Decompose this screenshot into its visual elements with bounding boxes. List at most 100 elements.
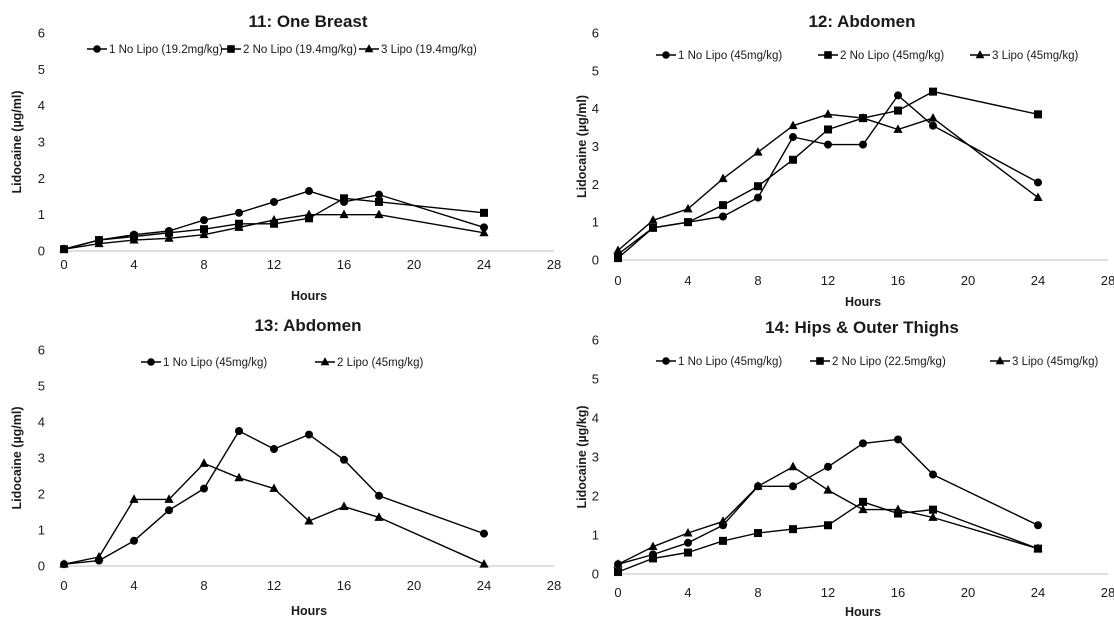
x-tick-label: 20 <box>407 578 421 593</box>
y-tick-label: 4 <box>592 101 599 116</box>
data-point <box>649 223 657 232</box>
data-point <box>894 509 902 518</box>
data-point <box>1034 110 1042 119</box>
data-point <box>234 472 244 482</box>
data-point <box>130 536 138 545</box>
data-point <box>684 538 692 547</box>
x-axis-label: Hours <box>291 604 327 618</box>
data-point <box>129 235 139 244</box>
data-point <box>270 219 278 228</box>
data-point <box>375 491 383 500</box>
data-point <box>305 187 313 196</box>
data-point <box>754 193 762 202</box>
legend-item-3: 3 Lipo (45mg/kg) <box>970 50 1078 62</box>
y-tick-label: 1 <box>38 207 45 222</box>
data-point <box>613 245 623 254</box>
data-point <box>235 208 243 217</box>
series-line-3 <box>617 466 1039 565</box>
data-point <box>234 222 244 231</box>
data-point <box>859 439 867 448</box>
data-point <box>719 201 727 210</box>
data-point <box>200 225 208 234</box>
y-tick-label: 1 <box>38 523 45 538</box>
x-axis-label: Hours <box>845 605 881 619</box>
y-tick-label: 6 <box>592 333 599 348</box>
legend-label: 3 Lipo (19.4mg/kg) <box>381 44 477 56</box>
legend-label: 1 No Lipo (45mg/kg) <box>678 50 782 62</box>
data-point <box>859 140 867 149</box>
data-point <box>304 515 314 525</box>
data-point <box>684 548 692 557</box>
x-axis-label: Hours <box>291 289 327 303</box>
x-tick-label: 28 <box>1101 585 1114 600</box>
data-point <box>480 208 488 217</box>
y-tick-label: 3 <box>592 139 599 154</box>
data-point <box>200 216 208 225</box>
legend-label: 3 Lipo (45mg/kg) <box>992 50 1078 62</box>
x-tick-label: 24 <box>477 578 491 593</box>
data-point <box>199 229 209 239</box>
data-point <box>928 113 938 122</box>
x-tick-label: 20 <box>961 273 975 288</box>
data-point <box>1033 543 1043 553</box>
data-point <box>858 504 868 514</box>
y-tick-label: 5 <box>592 63 599 78</box>
data-point <box>649 554 657 563</box>
x-tick-label: 16 <box>337 257 351 272</box>
series-line-3 <box>617 113 1039 252</box>
data-point <box>375 197 383 206</box>
series-line-2 <box>63 462 485 565</box>
legend-label: 1 No Lipo (45mg/kg) <box>163 357 267 369</box>
legend-item-2: 2 Lipo (45mg/kg) <box>315 357 423 369</box>
y-tick-label: 3 <box>38 451 45 466</box>
legend-label: 2 No Lipo (19.4mg/kg) <box>243 44 357 56</box>
data-point <box>718 516 728 525</box>
y-tick-label: 0 <box>38 559 45 574</box>
data-point <box>719 212 727 221</box>
series-line-1 <box>617 438 1039 565</box>
data-point <box>929 87 937 96</box>
data-point <box>1034 521 1042 530</box>
data-point <box>754 182 762 191</box>
data-point <box>683 203 693 213</box>
x-tick-label: 4 <box>684 585 691 600</box>
x-tick-label: 8 <box>754 273 761 288</box>
x-tick-label: 12 <box>267 257 281 272</box>
x-tick-label: 28 <box>547 578 561 593</box>
y-tick-label: 4 <box>38 98 45 113</box>
data-point <box>929 470 937 479</box>
y-axis-label: Lidocaine (µg/ml) <box>10 90 24 193</box>
data-point <box>753 481 763 490</box>
legend-item-1: 1 No Lipo (45mg/kg) <box>656 356 782 368</box>
y-axis-label: Lidocaine (µg/ml) <box>10 406 24 509</box>
legend-marker <box>662 51 670 59</box>
data-point <box>235 427 243 435</box>
x-tick-label: 16 <box>891 585 905 600</box>
data-point <box>718 173 728 183</box>
data-point <box>305 430 313 439</box>
x-tick-label: 28 <box>547 257 561 272</box>
y-tick-label: 5 <box>38 62 45 77</box>
x-axis-label: Hours <box>845 295 881 309</box>
data-point <box>375 190 383 199</box>
data-point <box>164 494 174 503</box>
y-tick-label: 2 <box>38 487 45 502</box>
legend-label: 2 No Lipo (45mg/kg) <box>840 50 944 62</box>
y-tick-label: 0 <box>592 253 599 268</box>
data-point <box>823 109 833 118</box>
data-point <box>165 506 173 515</box>
data-point <box>340 194 348 203</box>
data-point <box>480 223 488 232</box>
legend-label: 2 Lipo (45mg/kg) <box>337 357 423 369</box>
y-tick-label: 1 <box>592 215 599 230</box>
x-tick-label: 20 <box>407 257 421 272</box>
y-tick-label: 3 <box>38 135 45 150</box>
x-tick-label: 8 <box>754 585 761 600</box>
x-tick-label: 16 <box>891 273 905 288</box>
y-tick-label: 0 <box>592 567 599 582</box>
data-point <box>480 529 488 538</box>
